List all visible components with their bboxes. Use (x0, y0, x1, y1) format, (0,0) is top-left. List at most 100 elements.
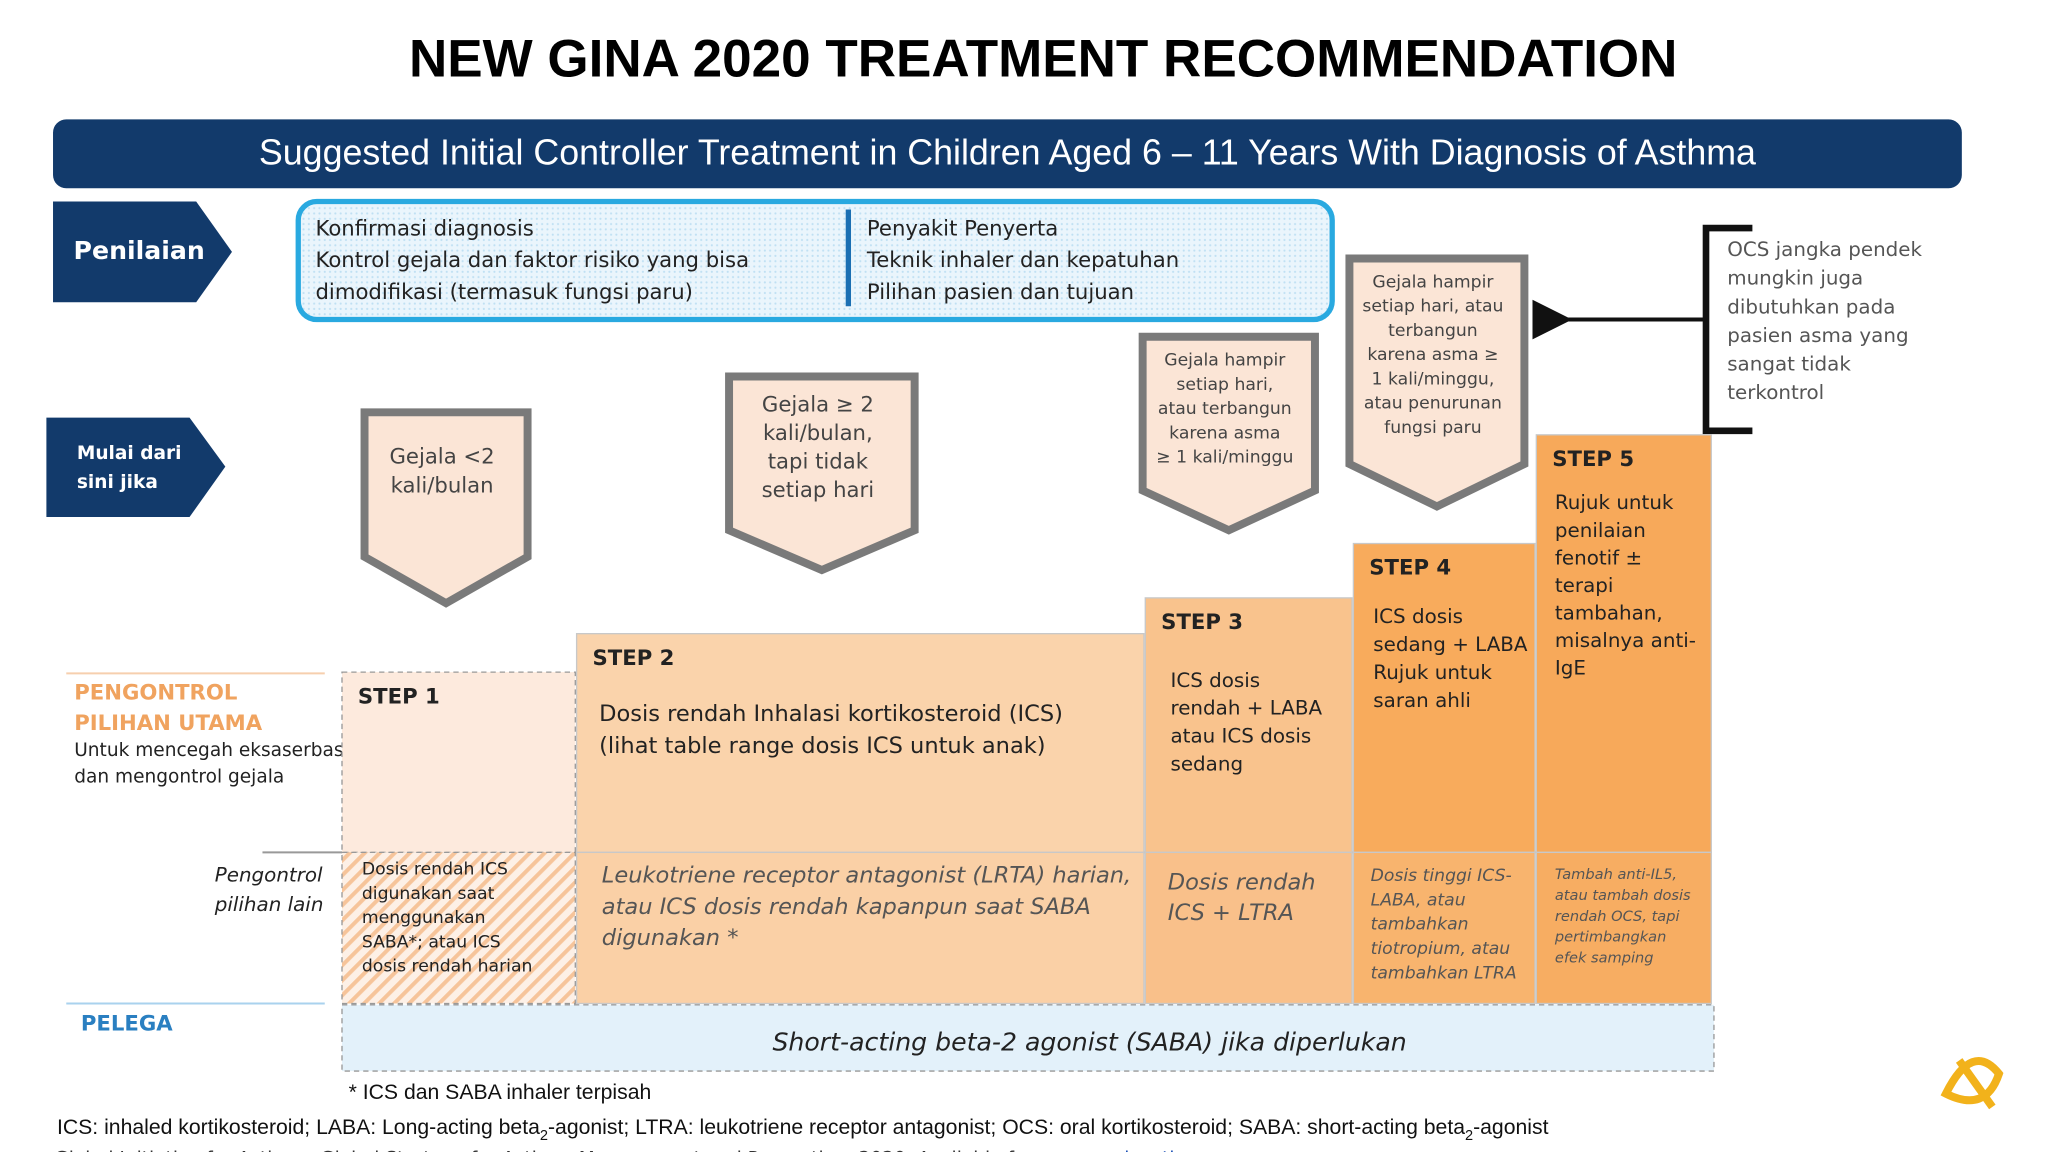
assessment-arrow (53, 201, 232, 303)
assessment-box (295, 198, 1335, 323)
trigger-text: tapi tidak (768, 449, 869, 474)
step-preferred-text: rendah + LABA (1170, 697, 1322, 720)
trigger-text: setiap hari (762, 477, 874, 502)
assessment-item: Teknik inhaler dan kepatuhan (866, 247, 1179, 272)
step-label: STEP 2 (593, 645, 675, 670)
trigger-text: terbangun (1388, 321, 1478, 341)
trigger-text: karena asma ≥ (1367, 345, 1498, 365)
step-preferred (341, 671, 576, 854)
step-preferred-text: misalnya anti- (1555, 629, 1696, 652)
assessment-item: Penyakit Penyerta (867, 215, 1058, 240)
source-link[interactable]: www.ginasthma.org (1063, 1148, 1247, 1152)
step-other-text: Tambah anti-IL5, (1555, 866, 1677, 883)
footnote: * ICS dan SABA inhaler terpisah (349, 1081, 652, 1104)
start-label: Mulai dari (77, 443, 182, 464)
trigger-shape (725, 372, 919, 575)
trigger-text: Gejala hampir (1164, 351, 1286, 371)
row-title: PENGONTROL (74, 679, 237, 704)
trigger-text: Gejala ≥ 2 (762, 392, 874, 417)
assessment-item: Pilihan pasien dan tujuan (867, 279, 1134, 304)
source: Global Initiative for Asthma. Global Str… (54, 1148, 1247, 1152)
trigger-shape (1345, 254, 1529, 511)
step-other-text: menggunakan (362, 908, 486, 928)
source-text: Global Initiative for Asthma. Global Str… (54, 1148, 1062, 1152)
step-preferred-text: terapi (1555, 574, 1614, 597)
start-label: sini jika (77, 472, 158, 493)
logo (1940, 1057, 2004, 1110)
step-label: STEP 5 (1552, 446, 1634, 471)
ocs-note: sangat tidak (1727, 353, 1851, 376)
step-preferred-text: Dosis rendah Inhalasi kortikosteroid (IC… (599, 701, 1063, 727)
step-preferred (1535, 434, 1712, 854)
step-preferred-text: (lihat table range dosis ICS untuk anak) (599, 733, 1045, 759)
step-other-text: tambahkan LTRA (1371, 963, 1517, 983)
trigger-text: kali/bulan (391, 473, 494, 498)
step-other-text: Dosis tinggi ICS- (1371, 866, 1512, 886)
step-other-text: ICS + LTRA (1168, 900, 1294, 926)
step-other-text: LABA, atau (1371, 890, 1466, 910)
step-preferred (1352, 542, 1536, 854)
step-preferred-text: Rujuk untuk (1373, 661, 1492, 684)
reliever-text: Short-acting beta-2 agonist (SABA) jika … (772, 1027, 1406, 1056)
abbreviation-part: -agonist; LTRA: leukotriene receptor ant… (548, 1116, 1465, 1139)
abbreviation-part: -agonist (1473, 1116, 1548, 1139)
step-label: STEP 3 (1161, 609, 1243, 634)
bracket (1702, 224, 1753, 435)
banner-text: Suggested Initial Controller Treatment i… (259, 133, 1756, 173)
row-desc: Untuk mencegah eksaserbasi (74, 740, 348, 761)
row-title: PELEGA (81, 1011, 173, 1036)
step-other (1352, 851, 1536, 1005)
step-preferred-text: fenotif ± (1555, 546, 1642, 569)
trigger-text: atau terbangun (1158, 399, 1292, 419)
trigger-text: 1 kali/minggu, (1372, 369, 1495, 389)
row-title: pilihan lain (214, 893, 324, 916)
step-preferred-text: tambahan, (1555, 602, 1663, 625)
trigger-shape (360, 408, 532, 608)
step-other-text: tambahkan (1371, 915, 1469, 935)
ocs-note: OCS jangka pendek (1727, 238, 1922, 261)
assessment-item: dimodifikasi (termasuk fungsi paru) (315, 279, 692, 304)
ocs-note: mungkin juga (1727, 267, 1863, 290)
assessment-label: Penilaian (74, 236, 205, 265)
trigger-shape (1138, 332, 1319, 535)
step-preferred-text: saran ahli (1373, 689, 1471, 712)
abbreviation-part: 2 (540, 1128, 548, 1144)
assessment-item: Kontrol gejala dan faktor risiko yang bi… (315, 247, 749, 272)
step-preferred-text: Rujuk untuk (1555, 491, 1674, 514)
step-other-text: pertimbangkan (1554, 929, 1666, 946)
row-title: Pengontrol (215, 864, 323, 887)
title: NEW GINA 2020 TREATMENT RECOMMENDATION (409, 29, 1678, 88)
row-title: PILIHAN UTAMA (74, 710, 263, 735)
step-preferred-text: penilaian (1555, 519, 1646, 542)
step-label: STEP 1 (358, 683, 440, 708)
banner-bg (53, 119, 1962, 189)
assessment-item: Konfirmasi diagnosis (315, 215, 533, 240)
trigger-text: kali/bulan, (763, 420, 873, 445)
step-other-text: atau tambah dosis (1555, 887, 1691, 904)
trigger-text: karena asma (1169, 423, 1280, 443)
step-other-text: Dosis rendah ICS (362, 860, 508, 880)
step-preferred (575, 632, 1145, 854)
step-preferred-text: ICS dosis (1170, 669, 1260, 692)
abbreviations: ICS: inhaled kortikosteroid; LABA: Long-… (57, 1116, 1549, 1144)
step-preferred-text: sedang + LABA (1373, 633, 1528, 656)
step-other-text: digunakan * (602, 925, 739, 951)
reliever-box (341, 1004, 1715, 1072)
trigger-text: Gejala <2 (389, 443, 494, 468)
step-preferred-text: ICS dosis (1373, 605, 1463, 628)
trigger-text: ≥ 1 kali/minggu (1156, 448, 1293, 468)
step-other-text: digunakan saat (362, 884, 495, 904)
step-other-text: Leukotriene receptor antagonist (LRTA) h… (602, 863, 1131, 889)
step-other-text: dosis rendah harian (362, 957, 533, 977)
step-other-text: rendah OCS, tapi (1555, 908, 1680, 925)
trigger-text: setiap hari, (1176, 375, 1273, 395)
step-other (575, 851, 1145, 1005)
step-other-text: Dosis rendah (1168, 869, 1316, 895)
step-preferred-text: atau ICS dosis (1170, 725, 1311, 748)
trigger-text: atau penurunan (1364, 394, 1502, 414)
step-other-text: atau ICS dosis rendah kapanpun saat SABA (602, 894, 1091, 920)
step-other (1144, 851, 1353, 1005)
step-other-text: efek samping (1555, 950, 1654, 967)
step-other-text: SABA*; atau ICS (362, 932, 501, 952)
